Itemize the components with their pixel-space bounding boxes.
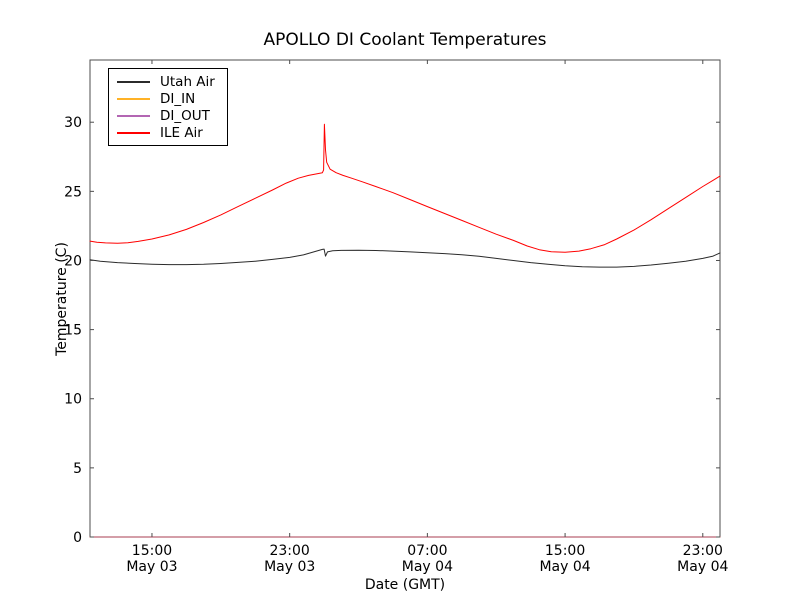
y-tick-label: 5 <box>73 461 82 477</box>
legend-label: DI_OUT <box>160 107 210 124</box>
legend: Utah Air DI_IN DI_OUT ILE Air <box>108 68 228 146</box>
legend-item-ile-air: ILE Air <box>117 124 215 141</box>
series-line-utah-air <box>89 248 721 268</box>
y-tick-label: 25 <box>64 184 82 200</box>
x-tick-label-date: May 03 <box>264 559 315 575</box>
x-tick-label-time: 15:00 <box>545 543 585 559</box>
y-tick-label: 30 <box>64 115 82 131</box>
legend-item-di-out: DI_OUT <box>117 107 215 124</box>
y-tick-label: 10 <box>64 392 82 408</box>
legend-item-di-in: DI_IN <box>117 90 215 107</box>
legend-swatch-di-out <box>117 114 150 117</box>
chart-title: APOLLO DI Coolant Temperatures <box>263 30 546 50</box>
series-group <box>89 123 721 538</box>
y-tick-label: 0 <box>73 530 82 546</box>
x-tick-label-date: May 04 <box>539 559 590 575</box>
x-tick-label-date: May 03 <box>126 559 177 575</box>
x-tick-label-time: 07:00 <box>407 543 447 559</box>
tick-marks-group <box>90 60 720 538</box>
legend-swatch-ile-air <box>117 131 150 134</box>
y-axis-label: Temperature (C) <box>54 242 70 357</box>
legend-item-utah-air: Utah Air <box>117 73 215 90</box>
x-tick-label-date: May 04 <box>402 559 453 575</box>
legend-swatch-di-in <box>117 97 150 100</box>
x-tick-label-time: 23:00 <box>269 543 309 559</box>
legend-label: DI_IN <box>160 90 196 107</box>
y-tick-label: 15 <box>64 323 82 339</box>
x-tick-label-date: May 04 <box>677 559 728 575</box>
x-tick-label-time: 15:00 <box>132 543 172 559</box>
x-tick-label-time: 23:00 <box>683 543 723 559</box>
y-tick-label: 20 <box>64 253 82 269</box>
x-axis-label: Date (GMT) <box>365 577 445 593</box>
series-line-ile-air <box>89 123 721 253</box>
legend-swatch-utah-air <box>117 80 150 83</box>
legend-label: Utah Air <box>160 73 215 90</box>
legend-label: ILE Air <box>160 124 203 141</box>
